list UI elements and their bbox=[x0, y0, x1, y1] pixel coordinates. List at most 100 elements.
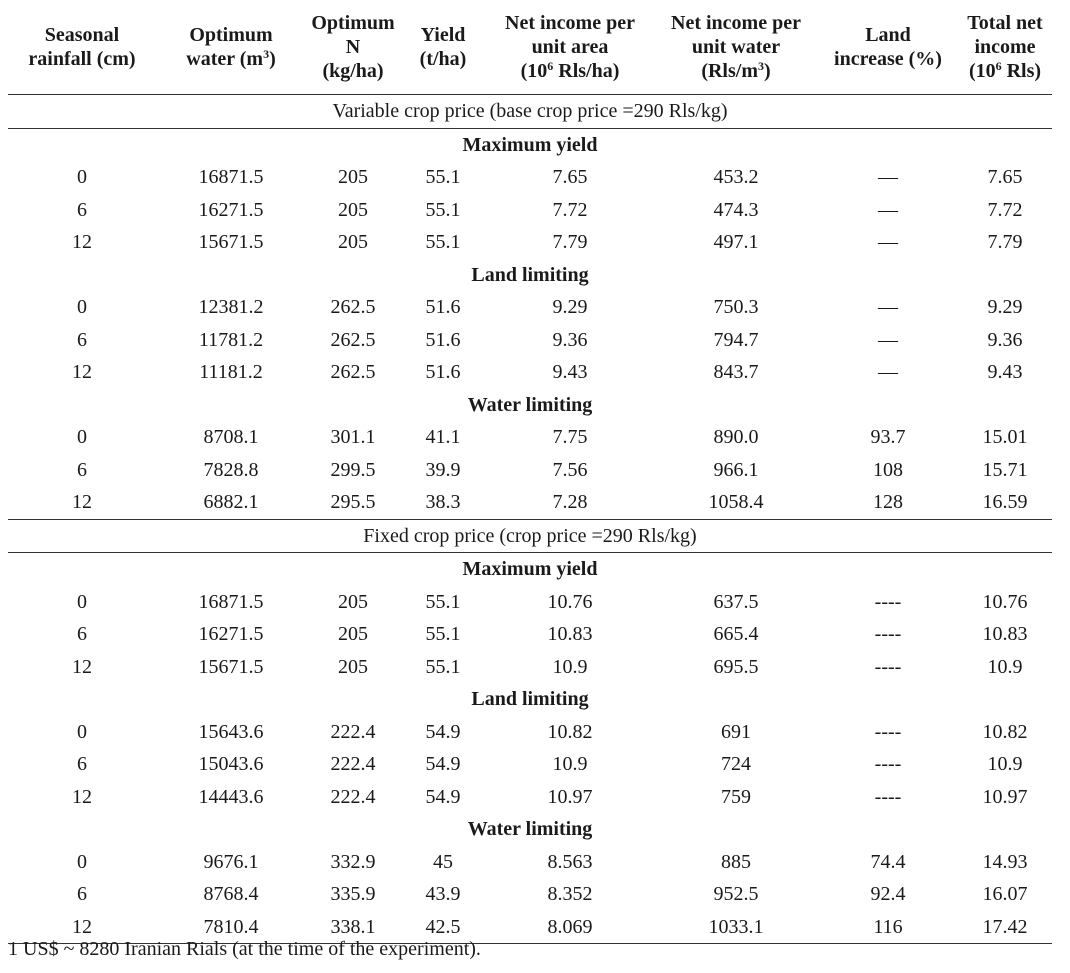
cell-income-area: 7.56 bbox=[552, 458, 588, 481]
col-header-income-area-line1: Net income per bbox=[505, 12, 635, 34]
cell-water: 16271.5 bbox=[198, 623, 264, 645]
cell-income-area: 10.9 bbox=[552, 655, 588, 678]
cell-income-area: 9.29 bbox=[552, 296, 588, 318]
col-header-rainfall-line2: rainfall (cm) bbox=[28, 48, 136, 70]
cell-income-water: 1058.4 bbox=[654, 486, 818, 520]
col-header-water-exp: 3 bbox=[263, 47, 270, 61]
cell-income-area: 7.75 bbox=[552, 426, 588, 448]
cell-income-water: 637.5 bbox=[713, 590, 759, 613]
cell-total-income: 10.83 bbox=[982, 623, 1028, 645]
cell-land-increase: 74.4 bbox=[870, 850, 906, 873]
col-header-nitrogen-line1: Optimum bbox=[311, 12, 395, 34]
cell-total-income: 7.65 bbox=[987, 166, 1023, 188]
group-header-row: Land limiting bbox=[8, 259, 1052, 292]
col-header-nitrogen: Optimum N (kg/ha) bbox=[306, 0, 400, 95]
col-header-income-area-line2: unit area bbox=[531, 36, 609, 58]
cell-nitrogen: 205 bbox=[338, 198, 368, 221]
table-row: 6 15043.6 222.4 54.9 10.9 724 ---- 10.9 bbox=[8, 748, 1052, 781]
col-header-total-line3a: (10 bbox=[968, 60, 996, 82]
table-row: 0 12381.2 262.5 51.6 9.29 750.3 — 9.29 bbox=[8, 291, 1052, 324]
col-header-yield: Yield (t/ha) bbox=[400, 0, 486, 95]
cell-rainfall: 0 bbox=[77, 850, 87, 873]
cell-total-income: 9.29 bbox=[987, 296, 1023, 318]
cell-rainfall: 0 bbox=[77, 720, 87, 743]
cell-yield: 43.9 bbox=[425, 883, 461, 905]
cell-water: 7810.4 bbox=[156, 910, 306, 944]
section-title: Fixed crop price (crop price =290 Rls/kg… bbox=[8, 519, 1052, 553]
cell-income-area: 10.76 bbox=[547, 590, 593, 613]
cell-yield: 51.6 bbox=[425, 296, 461, 318]
cell-total-income: 15.01 bbox=[982, 426, 1028, 448]
col-header-income-area: Net income per unit area (106 Rls/ha) bbox=[486, 0, 654, 95]
table-row: 6 11781.2 262.5 51.6 9.36 794.7 — 9.36 bbox=[8, 324, 1052, 357]
cell-income-area: 7.72 bbox=[552, 198, 588, 221]
cell-nitrogen: 222.4 bbox=[330, 785, 376, 808]
col-header-income-water-line3b: ) bbox=[764, 60, 771, 82]
cell-rainfall: 0 bbox=[77, 296, 87, 318]
cell-land-increase: 116 bbox=[818, 910, 958, 944]
cell-total-income: 9.43 bbox=[987, 361, 1023, 383]
cell-total-income: 9.36 bbox=[987, 328, 1023, 351]
cell-income-area: 8.563 bbox=[547, 850, 593, 873]
cell-yield: 55.1 bbox=[425, 623, 461, 645]
col-header-water-line2: water (m bbox=[186, 48, 264, 70]
cell-yield: 54.9 bbox=[425, 785, 461, 808]
cell-total-income: 16.59 bbox=[958, 486, 1052, 520]
cell-yield: 55.1 bbox=[425, 231, 461, 253]
section-title: Variable crop price (base crop price =29… bbox=[8, 94, 1052, 129]
cell-total-income: 10.97 bbox=[982, 785, 1028, 808]
cell-income-area: 8.352 bbox=[547, 883, 593, 905]
cell-income-water: 885 bbox=[721, 850, 751, 873]
group-header-row: Maximum yield bbox=[8, 128, 1052, 161]
group-title: Land limiting bbox=[471, 688, 589, 710]
col-header-rainfall-line1: Seasonal bbox=[44, 24, 120, 46]
col-header-total-line3b: Rls) bbox=[1001, 60, 1042, 82]
col-header-income-area-exp: 6 bbox=[547, 59, 554, 73]
col-header-water-line1: Optimum bbox=[189, 24, 273, 46]
cell-yield: 51.6 bbox=[425, 361, 461, 383]
cell-rainfall: 12 bbox=[72, 655, 92, 678]
col-header-yield-line2: (t/ha) bbox=[419, 48, 467, 70]
col-header-rainfall: Seasonal rainfall (cm) bbox=[8, 0, 156, 95]
cell-nitrogen: 301.1 bbox=[330, 426, 376, 448]
cell-income-water: 695.5 bbox=[713, 655, 759, 678]
cell-income-water: 691 bbox=[721, 720, 751, 743]
table-row: 12 11181.2 262.5 51.6 9.43 843.7 — 9.43 bbox=[8, 356, 1052, 389]
cell-income-area: 9.36 bbox=[552, 328, 588, 351]
cell-total-income: 16.07 bbox=[982, 883, 1028, 905]
cell-nitrogen: 338.1 bbox=[306, 910, 400, 944]
cell-water: 11181.2 bbox=[199, 361, 263, 383]
group-header-row: Water limiting bbox=[8, 389, 1052, 422]
col-header-total-line2: income bbox=[974, 36, 1036, 58]
cell-rainfall: 6 bbox=[77, 198, 87, 221]
col-header-water-close: ) bbox=[269, 48, 276, 70]
cell-nitrogen: 205 bbox=[338, 231, 368, 253]
col-header-land-line1: Land bbox=[865, 24, 911, 46]
cell-total-income: 14.93 bbox=[982, 850, 1028, 873]
cell-land-increase: — bbox=[878, 296, 898, 318]
cell-yield: 55.1 bbox=[425, 590, 461, 613]
cell-income-water: 759 bbox=[721, 785, 751, 808]
col-header-land-line2: increase (%) bbox=[834, 48, 942, 70]
cell-rainfall: 12 bbox=[72, 361, 92, 383]
section-header-row: Variable crop price (base crop price =29… bbox=[8, 94, 1052, 129]
table-row: 0 16871.5 205 55.1 7.65 453.2 — 7.65 bbox=[8, 161, 1052, 194]
cell-yield: 39.9 bbox=[425, 458, 461, 481]
cell-land-increase: ---- bbox=[874, 785, 902, 808]
cell-water: 12381.2 bbox=[198, 296, 264, 318]
cell-income-water: 1033.1 bbox=[654, 910, 818, 944]
cell-land-increase: — bbox=[878, 166, 898, 188]
group-title: Land limiting bbox=[471, 263, 589, 286]
cell-yield: 54.9 bbox=[425, 720, 461, 743]
cell-land-increase: ---- bbox=[874, 590, 902, 613]
cell-nitrogen: 299.5 bbox=[330, 458, 376, 481]
col-header-total-exp: 6 bbox=[995, 59, 1002, 73]
cell-income-water: 890.0 bbox=[713, 426, 759, 448]
table-row: 0 9676.1 332.9 45 8.563 885 74.4 14.93 bbox=[8, 846, 1052, 879]
cell-income-area: 10.83 bbox=[547, 623, 593, 645]
cell-water: 8708.1 bbox=[203, 426, 259, 448]
cell-rainfall: 12 bbox=[8, 910, 156, 944]
cell-total-income: 10.76 bbox=[982, 590, 1028, 613]
cell-water: 11781.2 bbox=[198, 328, 264, 351]
col-header-land: Land increase (%) bbox=[818, 0, 958, 95]
